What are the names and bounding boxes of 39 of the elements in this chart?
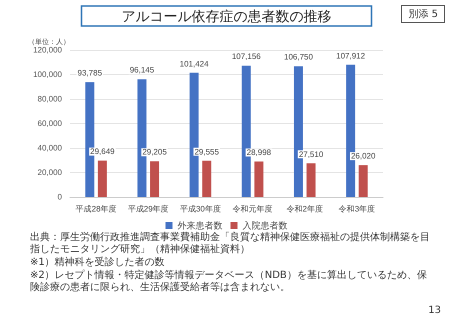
x-tick-label: 平成28年度 bbox=[76, 204, 117, 214]
y-tick-label: 0 bbox=[58, 192, 63, 202]
y-tick-label: 100,000 bbox=[33, 70, 63, 79]
data-label: 107,912 bbox=[336, 51, 366, 60]
y-tick-label: 120,000 bbox=[33, 46, 63, 54]
x-tick-label: 令和元年度 bbox=[232, 204, 273, 214]
x-tick-label: 平成29年度 bbox=[128, 204, 169, 214]
chart-title: アルコール依存症の患者数の推移 bbox=[122, 8, 332, 24]
data-label: 93,785 bbox=[78, 68, 103, 78]
text: ※2）レセプト情報・特定健診等情報データベース（NDB）を基に算出しているため、保険診療の患者に限られ、生活保護受給者等は含まれない。 bbox=[30, 270, 428, 294]
text: 別添 5 bbox=[401, 5, 445, 23]
data-label: 29,649 bbox=[90, 147, 116, 156]
data-label: 27,510 bbox=[298, 150, 324, 159]
x-tick-label: 平成30年度 bbox=[180, 204, 221, 214]
y-tick-label: 80,000 bbox=[38, 94, 63, 104]
bar bbox=[306, 163, 316, 197]
data-label: 28,998 bbox=[246, 148, 272, 157]
data-label: 106,750 bbox=[284, 52, 314, 62]
data-label: 96,145 bbox=[130, 66, 155, 75]
x-tick-label: 令和3年度 bbox=[338, 204, 376, 214]
data-label: 26,020 bbox=[350, 152, 376, 161]
legend-label: 外来患者数 bbox=[178, 220, 222, 230]
data-label: 29,555 bbox=[194, 147, 220, 156]
bar bbox=[254, 161, 264, 197]
x-tick-label: 令和2年度 bbox=[286, 204, 323, 214]
bar bbox=[358, 165, 368, 197]
y-tick-label: 20,000 bbox=[38, 168, 63, 177]
data-label: 107,156 bbox=[232, 52, 262, 62]
text: 13 bbox=[428, 305, 441, 316]
y-tick-label: 60,000 bbox=[38, 119, 63, 128]
data-label: 29,205 bbox=[142, 148, 168, 157]
bar bbox=[202, 160, 212, 197]
bar bbox=[150, 161, 160, 197]
source-note: 出典：厚生労働行政推進調査事業費補助金「良質な精神保健医療福祉の提供体制構築を目指したモニタリング研究」（精神保健福祉資料） bbox=[30, 232, 430, 256]
text: ※1）精神科を受診した者の数 bbox=[30, 257, 166, 269]
bar bbox=[98, 160, 107, 197]
legend-label: 入院患者数 bbox=[242, 220, 288, 230]
y-tick-label: 40,000 bbox=[38, 144, 63, 152]
data-label: 101,424 bbox=[180, 59, 210, 68]
